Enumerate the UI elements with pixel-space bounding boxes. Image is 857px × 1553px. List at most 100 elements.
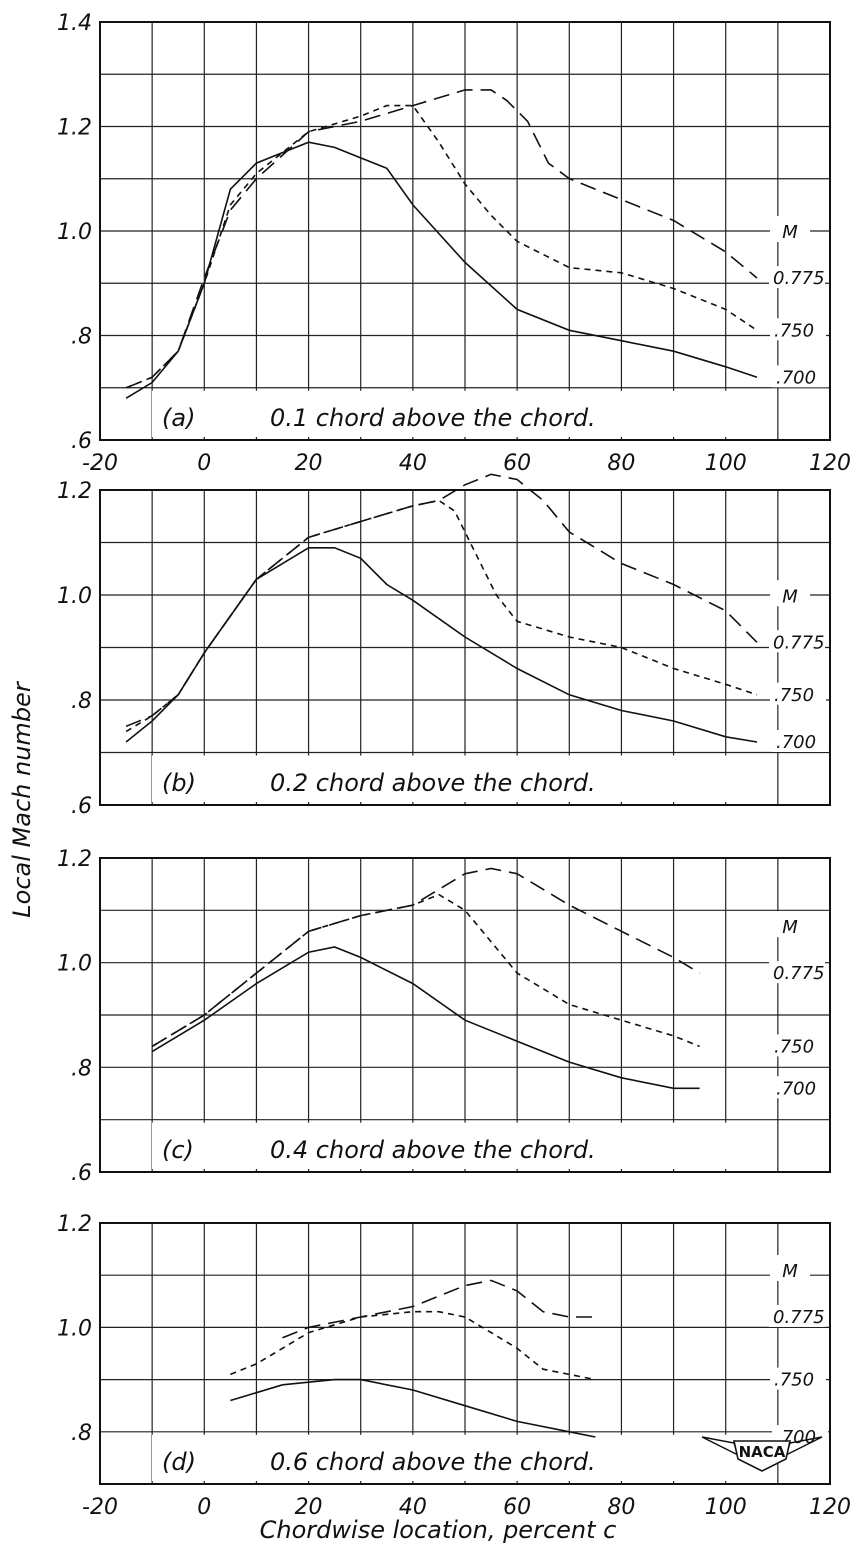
series-label: 0.775 bbox=[773, 963, 825, 984]
y-tick-label: .8 bbox=[71, 1056, 92, 1081]
x-tick-label: 0 bbox=[197, 1495, 211, 1520]
panel-title: 0.6 chord above the chord. bbox=[270, 1448, 596, 1476]
y-tick-label: .6 bbox=[71, 1161, 92, 1186]
series-line-750 bbox=[230, 1310, 596, 1381]
x-tick-label: 60 bbox=[503, 1495, 531, 1520]
legend-symbol: M bbox=[782, 917, 798, 938]
legend-symbol: M bbox=[782, 222, 798, 243]
y-tick-label: 1.0 bbox=[57, 220, 92, 245]
panel-label-box bbox=[152, 755, 772, 802]
y-tick-label: 1.2 bbox=[57, 847, 92, 872]
panel-letter: (d) bbox=[162, 1448, 196, 1476]
series-line-0775 bbox=[282, 1279, 596, 1339]
y-tick-label: 1.0 bbox=[57, 952, 92, 977]
legend-symbol-bg bbox=[770, 216, 810, 243]
x-tick-label: 120 bbox=[809, 1495, 851, 1520]
naca-logo-text: NACA bbox=[739, 1443, 786, 1461]
panel-frame bbox=[99, 21, 831, 441]
series-label-bg bbox=[772, 365, 828, 388]
y-axis-label: Local Mach number bbox=[8, 680, 36, 918]
y-tick-label: 1.4 bbox=[57, 11, 92, 36]
x-tick-label: 20 bbox=[295, 451, 323, 476]
chart-panel-1: .6 .8 1.0 1.2 (b) 0.2 chord above the chord. 0… bbox=[57, 473, 831, 819]
legend-symbol: M bbox=[782, 1261, 798, 1282]
panel-title: 0.1 chord above the chord. bbox=[270, 404, 596, 432]
y-tick-label: .8 bbox=[71, 689, 92, 714]
x-tick-label: 40 bbox=[399, 1495, 427, 1520]
x-tick-label: 100 bbox=[705, 451, 747, 476]
series-line-700 bbox=[125, 141, 758, 399]
panel-letter: (b) bbox=[162, 769, 196, 797]
y-tick-label: .8 bbox=[71, 325, 92, 350]
y-tick-label: 1.2 bbox=[57, 116, 92, 141]
panel-title: 0.4 chord above the chord. bbox=[270, 1136, 596, 1164]
x-tick-label: -20 bbox=[82, 451, 118, 476]
series-label: .700 bbox=[776, 367, 816, 388]
x-tick-label: 80 bbox=[607, 1495, 635, 1520]
y-tick-label: 1.0 bbox=[57, 1316, 92, 1341]
legend-symbol-bg bbox=[770, 1254, 810, 1281]
series-line-0775 bbox=[125, 89, 758, 389]
series-line-700 bbox=[230, 1378, 596, 1438]
series-label: .750 bbox=[774, 320, 814, 341]
series-label: .700 bbox=[776, 1078, 816, 1099]
x-tick-label: 80 bbox=[607, 451, 635, 476]
series-label: .750 bbox=[774, 685, 814, 706]
series-label: .750 bbox=[774, 1036, 814, 1057]
naca-emblem-icon bbox=[733, 1440, 791, 1472]
series-label: .700 bbox=[776, 732, 816, 753]
y-tick-label: 1.0 bbox=[57, 584, 92, 609]
panel-frame bbox=[99, 489, 831, 806]
x-tick-label: 40 bbox=[399, 451, 427, 476]
x-tick-label: 100 bbox=[705, 1495, 747, 1520]
series-line-0775 bbox=[151, 867, 701, 1048]
panel-label-box bbox=[152, 1122, 772, 1169]
x-tick-label: -20 bbox=[82, 1495, 118, 1520]
series-label-bg bbox=[770, 318, 826, 341]
chart-panel-2: .6 .8 1.0 1.2 (c) 0.4 chord above the chord. 0… bbox=[57, 847, 831, 1186]
y-tick-label: .6 bbox=[71, 429, 92, 454]
series-label-bg bbox=[770, 1034, 826, 1057]
y-tick-label: .6 bbox=[71, 794, 92, 819]
y-tick-label: 1.2 bbox=[57, 1212, 92, 1237]
series-label-bg bbox=[769, 266, 825, 289]
series-line-700 bbox=[125, 547, 758, 743]
panel-label-box bbox=[152, 390, 772, 437]
panel-letter: (a) bbox=[162, 404, 195, 432]
series-line-750 bbox=[125, 104, 758, 389]
chart-panel-0: .6 .8 1.0 1.2 1.4 -20 0 20 40 60 80 100 120 (a) 0.1 ch… bbox=[57, 11, 851, 476]
panel-letter: (c) bbox=[162, 1136, 194, 1164]
series-label-bg bbox=[770, 1367, 826, 1390]
x-tick-label: 120 bbox=[809, 451, 851, 476]
x-tick-label: 20 bbox=[295, 1495, 323, 1520]
x-axis-label: Chordwise location, percent c bbox=[260, 1516, 617, 1544]
y-tick-label: 1.2 bbox=[57, 479, 92, 504]
chart-panel-3: .8 1.0 1.2 -20 0 20 40 60 80 100 120 (d) 0.6 chord a… bbox=[57, 1212, 851, 1520]
series-line-700 bbox=[151, 946, 700, 1090]
panel-label-box bbox=[152, 1434, 772, 1481]
y-tick-label: .8 bbox=[71, 1421, 92, 1446]
series-label-bg bbox=[769, 1304, 825, 1327]
series-label: 0.775 bbox=[773, 268, 825, 289]
chart-panels: .6 .8 1.0 1.2 1.4 -20 0 20 40 60 80 100 120 (a) 0.1 ch… bbox=[57, 11, 851, 1520]
panel-frame bbox=[99, 1222, 831, 1485]
series-line-750 bbox=[125, 499, 758, 733]
legend-symbol-bg bbox=[770, 580, 810, 607]
series-label: 0.775 bbox=[773, 632, 825, 653]
series-line-0775 bbox=[125, 473, 758, 728]
panel-title: 0.2 chord above the chord. bbox=[270, 769, 596, 797]
legend-symbol-bg bbox=[770, 911, 810, 938]
legend-symbol: M bbox=[782, 586, 798, 607]
series-label-bg bbox=[770, 682, 826, 705]
series-label: .750 bbox=[774, 1370, 814, 1391]
series-line-750 bbox=[151, 893, 700, 1048]
x-tick-label: 0 bbox=[197, 451, 211, 476]
series-label-bg bbox=[772, 1076, 828, 1099]
series-label-bg bbox=[769, 961, 825, 984]
x-tick-label: 60 bbox=[503, 451, 531, 476]
series-label: 0.775 bbox=[773, 1307, 825, 1328]
panel-frame bbox=[99, 857, 831, 1173]
series-label-bg bbox=[769, 630, 825, 653]
series-label-bg bbox=[772, 730, 828, 752]
